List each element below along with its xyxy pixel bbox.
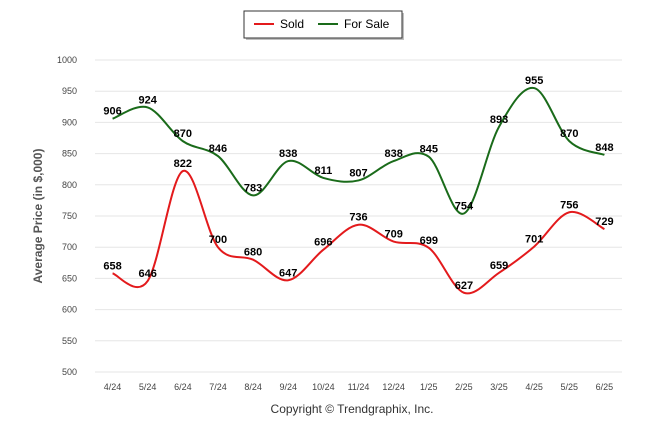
y-tick-label: 900 [62, 117, 77, 127]
data-label-sold: 700 [209, 234, 227, 246]
data-label-sold: 736 [349, 212, 367, 224]
data-label-sold: 647 [279, 267, 297, 279]
series-line-for-sale [112, 87, 605, 215]
data-label-for-sale: 838 [384, 148, 402, 160]
y-tick-label: 950 [62, 86, 77, 96]
x-tick-label: 5/24 [139, 382, 157, 392]
y-tick-label: 550 [62, 336, 77, 346]
data-label-sold: 709 [384, 229, 402, 241]
data-label-for-sale: 754 [455, 201, 474, 213]
x-tick-label: 10/24 [312, 382, 335, 392]
data-label-sold: 696 [314, 237, 332, 249]
data-label-for-sale: 848 [595, 142, 613, 154]
x-tick-label: 11/24 [348, 382, 370, 392]
data-label-for-sale: 783 [244, 182, 262, 194]
gridlines [95, 59, 622, 373]
data-label-for-sale: 807 [349, 167, 367, 179]
data-label-for-sale: 811 [314, 165, 332, 177]
x-axis-ticks: 4/24 5/24 6/24 7/24 8/24 9/24 10/24 11/24 12/24 1… [104, 382, 613, 392]
data-label-for-sale: 906 [103, 106, 121, 118]
data-label-sold: 756 [560, 199, 578, 211]
data-label-sold: 729 [595, 216, 613, 228]
data-label-sold: 627 [455, 280, 473, 292]
x-tick-label: 2/25 [455, 382, 473, 392]
x-tick-label: 1/25 [420, 382, 438, 392]
data-label-sold: 659 [490, 260, 508, 272]
data-labels: 658 646 822 700 680 647 696 736 709 699 627 659 701 7… [103, 75, 613, 292]
data-label-for-sale: 846 [209, 143, 227, 155]
series-line-sold [112, 170, 605, 295]
legend-label-sold: Sold [280, 17, 304, 31]
y-tick-label: 750 [62, 211, 77, 221]
x-tick-label: 12/24 [382, 382, 405, 392]
x-tick-label: 9/24 [279, 382, 297, 392]
y-tick-label: 600 [62, 305, 77, 315]
data-label-for-sale: 870 [560, 128, 578, 140]
legend: Sold For Sale [243, 10, 404, 40]
data-label-for-sale: 955 [525, 75, 543, 87]
legend-label-for-sale: For Sale [344, 17, 390, 31]
data-label-sold: 699 [420, 235, 438, 247]
data-label-for-sale: 893 [490, 114, 508, 126]
y-tick-label: 650 [62, 273, 77, 283]
x-tick-label: 8/24 [244, 382, 262, 392]
x-tick-label: 7/24 [209, 382, 227, 392]
data-label-for-sale: 924 [139, 94, 158, 106]
data-label-sold: 658 [103, 260, 121, 272]
data-label-sold: 680 [244, 247, 262, 259]
data-label-for-sale: 838 [279, 148, 297, 160]
y-tick-label: 1000 [57, 55, 77, 65]
y-tick-label: 800 [62, 180, 77, 190]
y-tick-label: 500 [62, 367, 77, 377]
x-tick-label: 6/25 [596, 382, 614, 392]
data-label-sold: 646 [139, 268, 157, 280]
y-tick-label: 850 [62, 149, 77, 159]
y-axis-label: Average Price (in $,000) [31, 149, 45, 284]
copyright-footer: Copyright © Trendgraphix, Inc. [271, 402, 434, 416]
y-tick-label: 700 [62, 242, 77, 252]
data-label-sold: 701 [525, 234, 543, 246]
data-label-for-sale: 870 [174, 128, 192, 140]
data-label-for-sale: 845 [420, 144, 438, 156]
x-tick-label: 3/25 [490, 382, 508, 392]
x-tick-label: 5/25 [561, 382, 579, 392]
data-label-sold: 822 [174, 158, 192, 170]
x-tick-label: 4/24 [104, 382, 122, 392]
series-lines [112, 87, 605, 295]
y-axis-ticks: 500 550 600 650 700 750 800 850 900 950 1000 [57, 55, 77, 377]
x-tick-label: 6/24 [174, 382, 192, 392]
x-tick-label: 4/25 [525, 382, 543, 392]
